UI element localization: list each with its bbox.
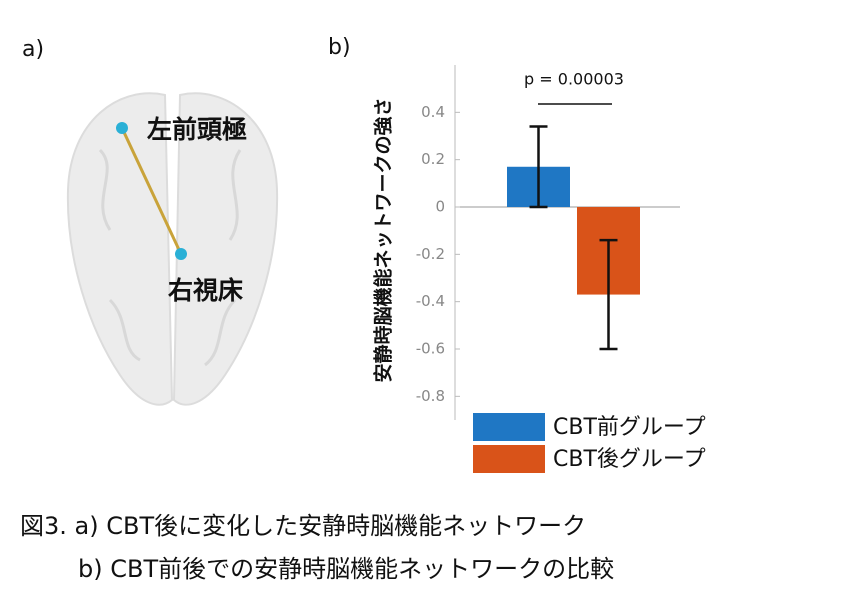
annotation: p = 0.00003 [524,70,624,89]
y-tick-label: 0.4 [421,103,445,121]
y-tick-label: -0.2 [416,245,445,263]
y-tick-label: 0 [435,198,445,216]
legend-swatch [473,445,545,473]
y-tick-label: -0.4 [416,292,445,310]
panel-label: a) [22,37,44,62]
node-label: 左前頭極 [147,115,247,144]
brain [66,92,279,406]
panel-label: b) [328,35,351,60]
y-tick-label: -0.8 [416,387,445,405]
y-tick-label: -0.6 [416,340,445,358]
error-bar [529,125,548,209]
caption: b) CBT前後での安静時脳機能ネットワークの比較 [78,555,614,583]
legend-swatch [473,413,545,441]
y-tick-label: 0.2 [421,150,445,168]
y-axis-label: 安静時脳機能ネットワークの強さ [372,97,395,382]
node-label: 右視床 [168,276,243,305]
legend-label: CBT後グループ [553,447,706,472]
error-bar [599,238,618,351]
legend-label: CBT前グループ [553,415,706,440]
caption: 図3. a) CBT後に変化した安静時脳機能ネットワーク [20,512,586,540]
